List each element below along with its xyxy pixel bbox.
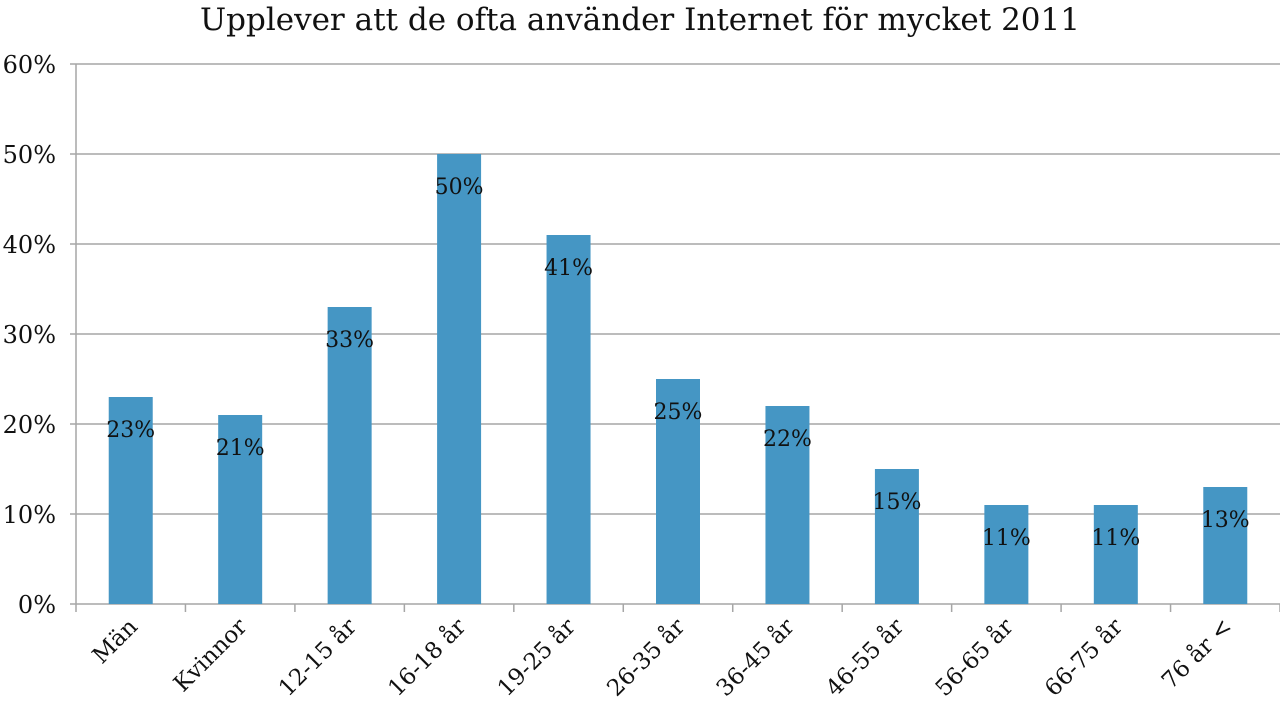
x-category-label: 19-25 år — [492, 613, 581, 702]
bar — [1203, 487, 1248, 604]
bar — [874, 469, 919, 604]
y-tick-label: 60% — [3, 51, 56, 79]
x-category-label: 12-15 år — [273, 613, 362, 702]
data-label: 25% — [654, 400, 703, 425]
y-tick-label: 0% — [18, 591, 56, 619]
data-label: 33% — [325, 328, 374, 353]
x-category-label: 26-35 år — [602, 613, 691, 702]
bar — [1093, 505, 1138, 604]
data-label: 21% — [216, 436, 265, 461]
bar — [984, 505, 1029, 604]
x-category-label: 66-75 år — [1039, 613, 1128, 702]
x-category-label: 46-55 år — [821, 613, 910, 702]
bar — [437, 154, 482, 604]
y-tick-label: 40% — [3, 231, 56, 259]
x-category-label: 56-65 år — [930, 613, 1019, 702]
y-tick-label: 30% — [3, 321, 56, 349]
x-category-label: 16-18 år — [383, 613, 472, 702]
data-label: 13% — [1201, 508, 1250, 533]
bar — [108, 397, 153, 604]
data-label: 50% — [435, 175, 484, 200]
data-label: 15% — [872, 490, 921, 515]
x-category-label: 36-45 år — [711, 613, 800, 702]
data-label: 22% — [763, 427, 812, 452]
x-category-label: Män — [88, 614, 143, 669]
y-tick-label: 20% — [3, 411, 56, 439]
y-tick-label: 50% — [3, 141, 56, 169]
bar — [656, 379, 700, 604]
data-label: 23% — [106, 418, 155, 443]
data-label: 11% — [1091, 526, 1140, 551]
y-tick-label: 10% — [3, 501, 56, 529]
x-category-label: Kvinnor — [169, 614, 252, 697]
bar — [327, 307, 372, 604]
x-category-label: 76 år < — [1156, 613, 1237, 694]
chart-title: Upplever att de ofta använder Internet f… — [200, 2, 1080, 38]
bar — [765, 406, 810, 604]
data-label: 41% — [544, 256, 593, 281]
bar — [546, 235, 591, 604]
bar — [218, 415, 263, 604]
data-label: 11% — [982, 526, 1031, 551]
